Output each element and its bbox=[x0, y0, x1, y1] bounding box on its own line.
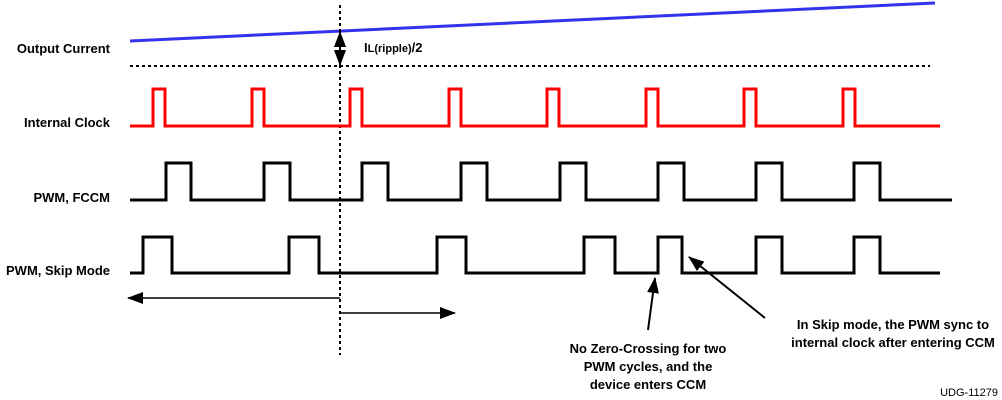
pwm-skip-waveform bbox=[130, 235, 940, 275]
zero-crossing-note-1: No Zero-Crossing for two bbox=[570, 341, 727, 356]
pwm-fccm-waveform bbox=[130, 161, 952, 202]
internal-clock-waveform bbox=[130, 87, 940, 128]
label-pwm-skip: PWM, Skip Mode bbox=[6, 263, 110, 278]
skip-sync-pointer bbox=[688, 256, 766, 319]
skip-sync-note-2: internal clock after entering CCM bbox=[791, 335, 995, 350]
output-current-ramp bbox=[129, 1, 936, 43]
zero-crossing-note-3: device enters CCM bbox=[590, 377, 706, 392]
skip-sync-note-1: In Skip mode, the PWM sync to bbox=[797, 317, 989, 332]
zero-crossing-pointer bbox=[647, 277, 659, 331]
zero-crossing-note-2: PWM cycles, and the bbox=[584, 359, 713, 374]
label-output-current: Output Current bbox=[17, 41, 111, 56]
ripple-label: IL(ripple)/2 bbox=[364, 40, 422, 55]
label-internal-clock: Internal Clock bbox=[24, 115, 111, 130]
figure-id: UDG-11279 bbox=[940, 387, 998, 399]
label-pwm-fccm: PWM, FCCM bbox=[33, 190, 110, 205]
